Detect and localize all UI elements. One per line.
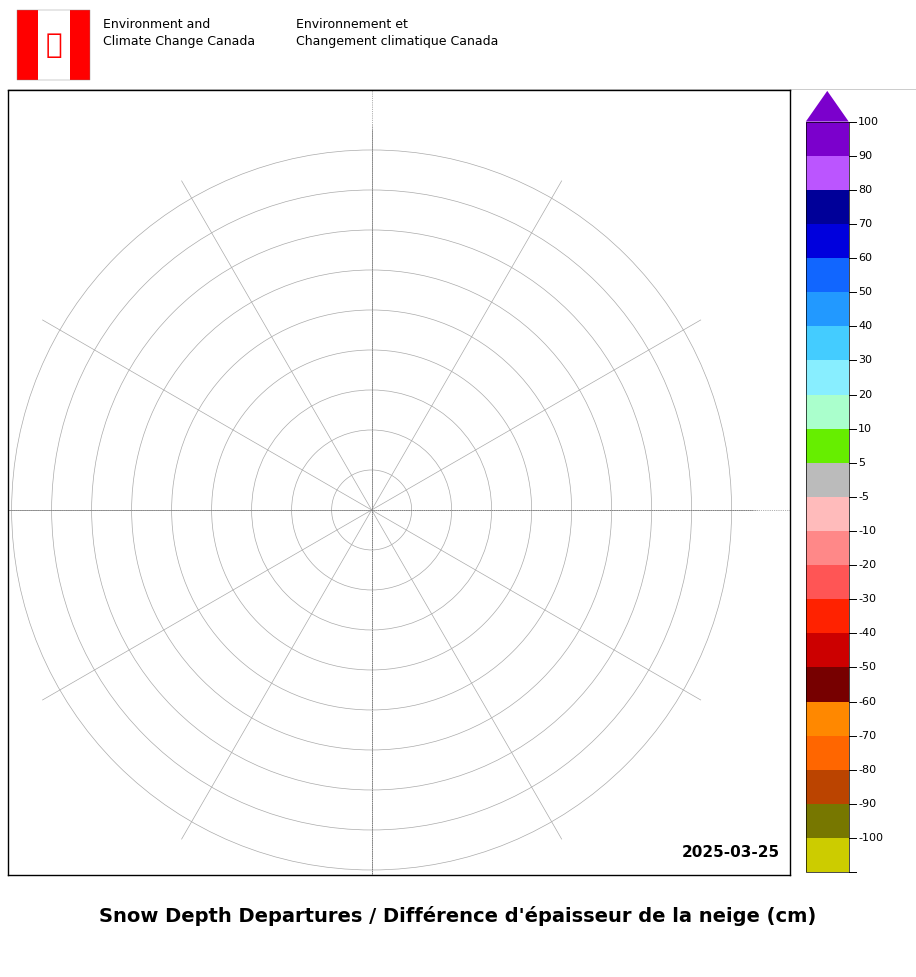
Text: -10: -10 bbox=[858, 526, 876, 536]
Text: 10: 10 bbox=[858, 424, 872, 434]
Text: -30: -30 bbox=[858, 594, 876, 604]
Text: -5: -5 bbox=[858, 491, 869, 502]
Text: 70: 70 bbox=[858, 219, 872, 229]
Text: 20: 20 bbox=[858, 390, 872, 400]
Bar bbox=[806, 633, 849, 667]
Bar bbox=[806, 361, 849, 395]
Bar bbox=[806, 531, 849, 565]
Text: 60: 60 bbox=[858, 253, 872, 263]
Text: -70: -70 bbox=[858, 731, 876, 741]
Polygon shape bbox=[806, 91, 849, 121]
Text: -90: -90 bbox=[858, 799, 876, 809]
Bar bbox=[38, 10, 70, 80]
Text: Snow Depth Departures / Différence d'épaisseur de la neige (cm): Snow Depth Departures / Différence d'épa… bbox=[99, 906, 817, 926]
Text: 100: 100 bbox=[858, 116, 879, 127]
Text: 80: 80 bbox=[858, 185, 872, 194]
Text: -50: -50 bbox=[858, 662, 876, 672]
Text: Environment and
Climate Change Canada: Environment and Climate Change Canada bbox=[104, 18, 256, 48]
Bar bbox=[806, 326, 849, 361]
Bar bbox=[806, 463, 849, 497]
Text: -60: -60 bbox=[858, 697, 876, 706]
Text: -40: -40 bbox=[858, 628, 876, 638]
Text: 2025-03-25: 2025-03-25 bbox=[682, 845, 780, 860]
Text: -100: -100 bbox=[858, 833, 883, 843]
Text: 90: 90 bbox=[858, 150, 872, 160]
Bar bbox=[17, 10, 91, 80]
Text: 5: 5 bbox=[858, 458, 865, 468]
Text: -20: -20 bbox=[858, 560, 876, 570]
Bar bbox=[806, 565, 849, 599]
Text: 🍁: 🍁 bbox=[46, 31, 62, 59]
Text: 50: 50 bbox=[858, 287, 872, 297]
Bar bbox=[806, 292, 849, 326]
Bar bbox=[806, 736, 849, 770]
Bar bbox=[806, 121, 849, 872]
Bar bbox=[70, 10, 91, 80]
Bar bbox=[806, 599, 849, 633]
Bar bbox=[806, 429, 849, 463]
Bar bbox=[806, 190, 849, 224]
Bar bbox=[806, 838, 849, 872]
Bar bbox=[806, 804, 849, 838]
Bar bbox=[806, 224, 849, 258]
Bar bbox=[806, 258, 849, 292]
Bar bbox=[806, 121, 849, 155]
Bar bbox=[806, 701, 849, 736]
Bar bbox=[806, 155, 849, 190]
Text: 30: 30 bbox=[858, 356, 872, 365]
Bar bbox=[806, 667, 849, 701]
Bar bbox=[806, 770, 849, 804]
Bar bbox=[806, 497, 849, 531]
Text: -80: -80 bbox=[858, 765, 876, 775]
Bar bbox=[17, 10, 38, 80]
Text: Environnement et
Changement climatique Canada: Environnement et Changement climatique C… bbox=[296, 18, 498, 48]
Bar bbox=[806, 395, 849, 429]
Text: 40: 40 bbox=[858, 321, 872, 331]
